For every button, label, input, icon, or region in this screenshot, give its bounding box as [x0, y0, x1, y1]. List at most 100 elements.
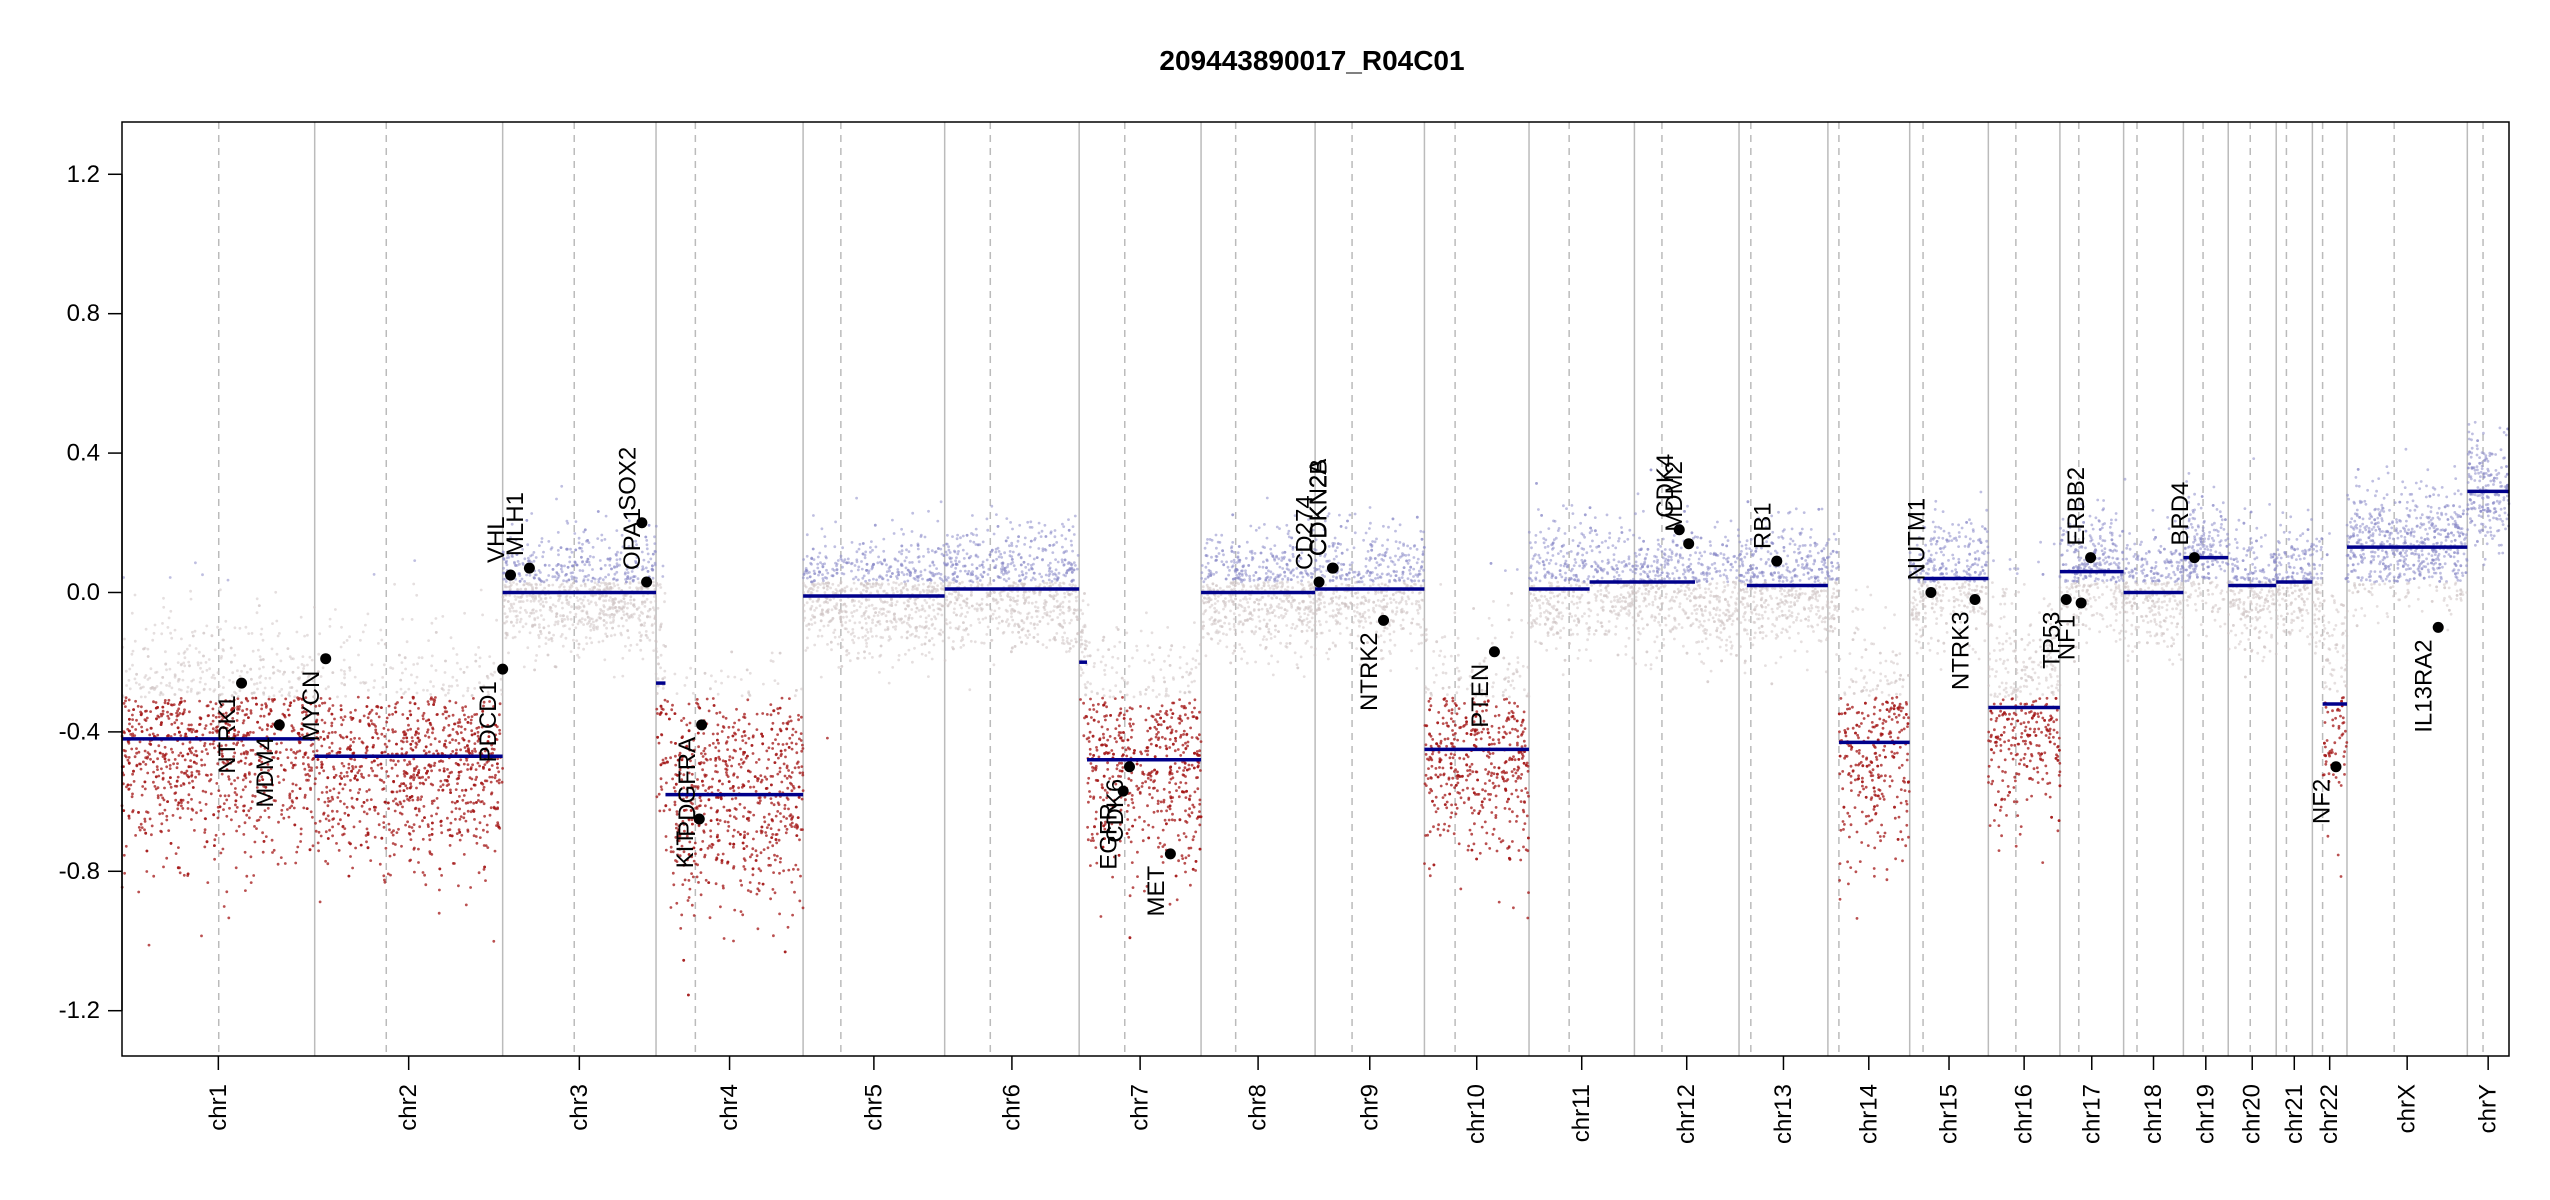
probe-point — [128, 722, 131, 726]
probe-point — [1364, 620, 1368, 623]
probe-point — [2036, 770, 2040, 774]
probe-point — [1051, 573, 1055, 576]
probe-point — [372, 573, 376, 576]
probe-point — [729, 787, 732, 790]
probe-point — [1715, 597, 1719, 601]
probe-point — [739, 879, 742, 883]
probe-point — [2130, 568, 2134, 572]
probe-point — [238, 674, 242, 678]
probe-point — [1217, 611, 1221, 615]
probe-point — [1877, 773, 1880, 777]
probe-point — [1175, 770, 1179, 773]
probe-point — [2469, 517, 2472, 521]
probe-point — [1623, 540, 1626, 543]
probe-point — [2180, 574, 2184, 578]
probe-point — [1175, 898, 1179, 902]
probe-point — [896, 568, 900, 571]
probe-point — [1117, 774, 1120, 778]
probe-point — [769, 659, 773, 663]
probe-point — [1413, 579, 1417, 583]
probe-point — [1549, 596, 1552, 600]
probe-point — [1885, 878, 1889, 882]
probe-point — [1193, 706, 1196, 710]
probe-point — [247, 809, 251, 813]
probe-point — [1178, 838, 1181, 842]
probe-point — [1514, 728, 1517, 731]
probe-point — [875, 578, 878, 582]
probe-point — [2233, 592, 2237, 596]
probe-point — [1272, 593, 1276, 597]
probe-point — [1375, 573, 1379, 576]
probe-point — [2033, 671, 2037, 675]
probe-point — [936, 584, 939, 587]
probe-point — [2405, 519, 2408, 523]
probe-point — [1206, 561, 1210, 565]
probe-point — [1640, 617, 1644, 621]
probe-point — [2370, 583, 2373, 586]
probe-point — [2401, 548, 2405, 552]
probe-point — [1645, 553, 1649, 556]
probe-point — [816, 586, 820, 589]
probe-point — [2396, 562, 2400, 566]
probe-point — [127, 679, 131, 682]
probe-point — [734, 796, 738, 800]
probe-point — [1972, 539, 1975, 543]
probe-point — [1703, 609, 1707, 613]
probe-point — [131, 663, 134, 667]
probe-point — [428, 838, 432, 842]
probe-point — [2168, 597, 2172, 601]
probe-point — [1843, 693, 1847, 696]
probe-point — [1119, 775, 1122, 778]
probe-point — [825, 588, 829, 591]
probe-point — [2326, 710, 2330, 714]
probe-point — [2073, 596, 2076, 600]
probe-point — [2395, 520, 2399, 524]
probe-point — [927, 651, 931, 654]
probe-point — [501, 767, 504, 770]
probe-point — [1110, 749, 1114, 752]
probe-point — [302, 667, 305, 670]
probe-point — [1268, 618, 1272, 622]
probe-point — [1816, 623, 1820, 627]
probe-point — [1880, 691, 1884, 694]
probe-point — [785, 827, 789, 831]
probe-point — [2105, 606, 2109, 609]
probe-point — [871, 548, 874, 552]
probe-point — [711, 697, 715, 700]
probe-point — [727, 825, 731, 828]
probe-point — [1999, 709, 2002, 713]
probe-point — [1741, 603, 1745, 606]
probe-point — [2387, 567, 2391, 571]
probe-point — [2126, 659, 2130, 663]
probe-point — [1880, 774, 1883, 778]
probe-point — [1249, 585, 1253, 588]
probe-point — [1227, 599, 1231, 603]
probe-point — [2209, 548, 2213, 552]
probe-point — [214, 833, 218, 837]
probe-point — [1497, 726, 1501, 730]
probe-point — [299, 827, 303, 831]
probe-point — [204, 724, 208, 727]
probe-point — [167, 829, 171, 832]
probe-point — [1037, 521, 1041, 525]
probe-point — [695, 698, 699, 701]
probe-point — [1424, 753, 1428, 756]
probe-point — [2212, 539, 2216, 543]
probe-point — [2084, 607, 2088, 611]
probe-point — [2177, 653, 2181, 656]
probe-point — [882, 537, 886, 541]
probe-point — [798, 838, 801, 842]
probe-point — [1934, 499, 1938, 503]
probe-point — [1736, 556, 1739, 560]
probe-point — [1190, 710, 1194, 714]
probe-point — [550, 639, 554, 643]
probe-point — [1872, 867, 1876, 870]
probe-point — [1730, 644, 1734, 648]
probe-point — [2013, 743, 2017, 747]
probe-point — [1908, 601, 1912, 604]
probe-point — [2343, 750, 2347, 754]
probe-point — [1356, 603, 1359, 606]
probe-point — [460, 789, 464, 792]
probe-point — [1270, 654, 1273, 658]
probe-point — [1580, 593, 1584, 597]
